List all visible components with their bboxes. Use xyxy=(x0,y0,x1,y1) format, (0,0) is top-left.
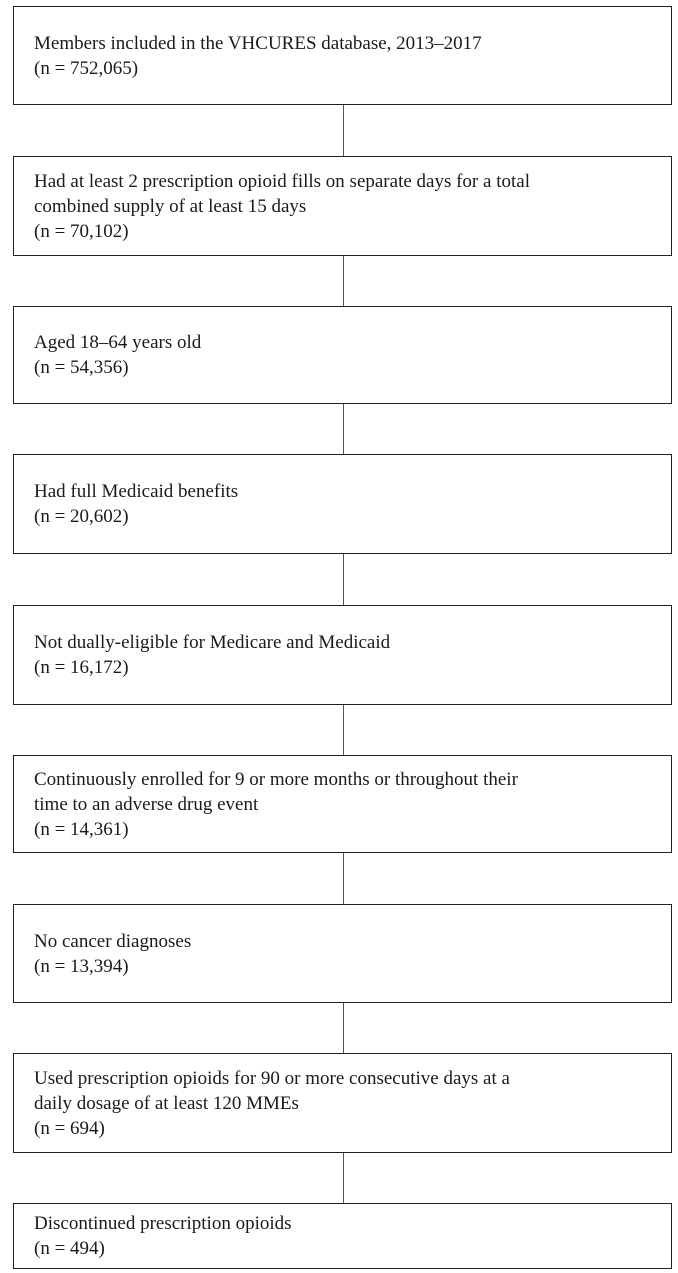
flow-step-age: Aged 18–64 years old (n = 54,356) xyxy=(13,306,672,404)
flow-step-prescription-fills: Had at least 2 prescription opioid fills… xyxy=(13,156,672,256)
step-text-line: Members included in the VHCURES database… xyxy=(34,32,482,54)
flow-connector xyxy=(343,853,344,904)
flow-connector xyxy=(343,1003,344,1053)
step-text-line: Continuously enrolled for 9 or more mont… xyxy=(34,768,518,790)
step-count: (n = 14,361) xyxy=(34,818,129,840)
flow-step-members-included: Members included in the VHCURES database… xyxy=(13,6,672,105)
step-text-line: daily dosage of at least 120 MMEs xyxy=(34,1092,299,1114)
step-count: (n = 494) xyxy=(34,1238,105,1259)
step-text-line: Had full Medicaid benefits xyxy=(34,481,239,502)
flow-connector xyxy=(343,105,344,156)
flow-step-medicaid-benefits: Had full Medicaid benefits (n = 20,602) xyxy=(13,454,672,554)
flow-connector xyxy=(343,705,344,755)
flow-connector xyxy=(343,256,344,306)
step-text-line: Not dually-eligible for Medicare and Med… xyxy=(34,632,391,653)
step-text-line: Had at least 2 prescription opioid fills… xyxy=(34,170,530,192)
step-count: (n = 20,602) xyxy=(34,506,129,527)
flow-step-not-dually-eligible: Not dually-eligible for Medicare and Med… xyxy=(13,605,672,705)
step-count: (n = 16,172) xyxy=(34,657,129,678)
flow-step-long-term-opioid-use: Used prescription opioids for 90 or more… xyxy=(13,1053,672,1153)
step-text-line: time to an adverse drug event xyxy=(34,793,259,815)
step-count: (n = 13,394) xyxy=(34,955,129,977)
step-text-line: Aged 18–64 years old xyxy=(34,332,202,353)
flow-connector xyxy=(343,404,344,454)
step-count: (n = 54,356) xyxy=(34,357,129,378)
step-count: (n = 694) xyxy=(34,1117,105,1139)
flow-step-discontinued: Discontinued prescription opioids (n = 4… xyxy=(13,1203,672,1269)
step-count: (n = 70,102) xyxy=(34,220,129,242)
flow-connector xyxy=(343,554,344,605)
step-text-line: Used prescription opioids for 90 or more… xyxy=(34,1067,510,1089)
flow-step-no-cancer: No cancer diagnoses (n = 13,394) xyxy=(13,904,672,1003)
flow-step-continuous-enrollment: Continuously enrolled for 9 or more mont… xyxy=(13,755,672,853)
flow-connector xyxy=(343,1153,344,1203)
step-count: (n = 752,065) xyxy=(34,57,139,79)
step-text-line: Discontinued prescription opioids xyxy=(34,1213,292,1234)
step-text-line: combined supply of at least 15 days xyxy=(34,195,307,217)
step-text-line: No cancer diagnoses xyxy=(34,930,192,952)
